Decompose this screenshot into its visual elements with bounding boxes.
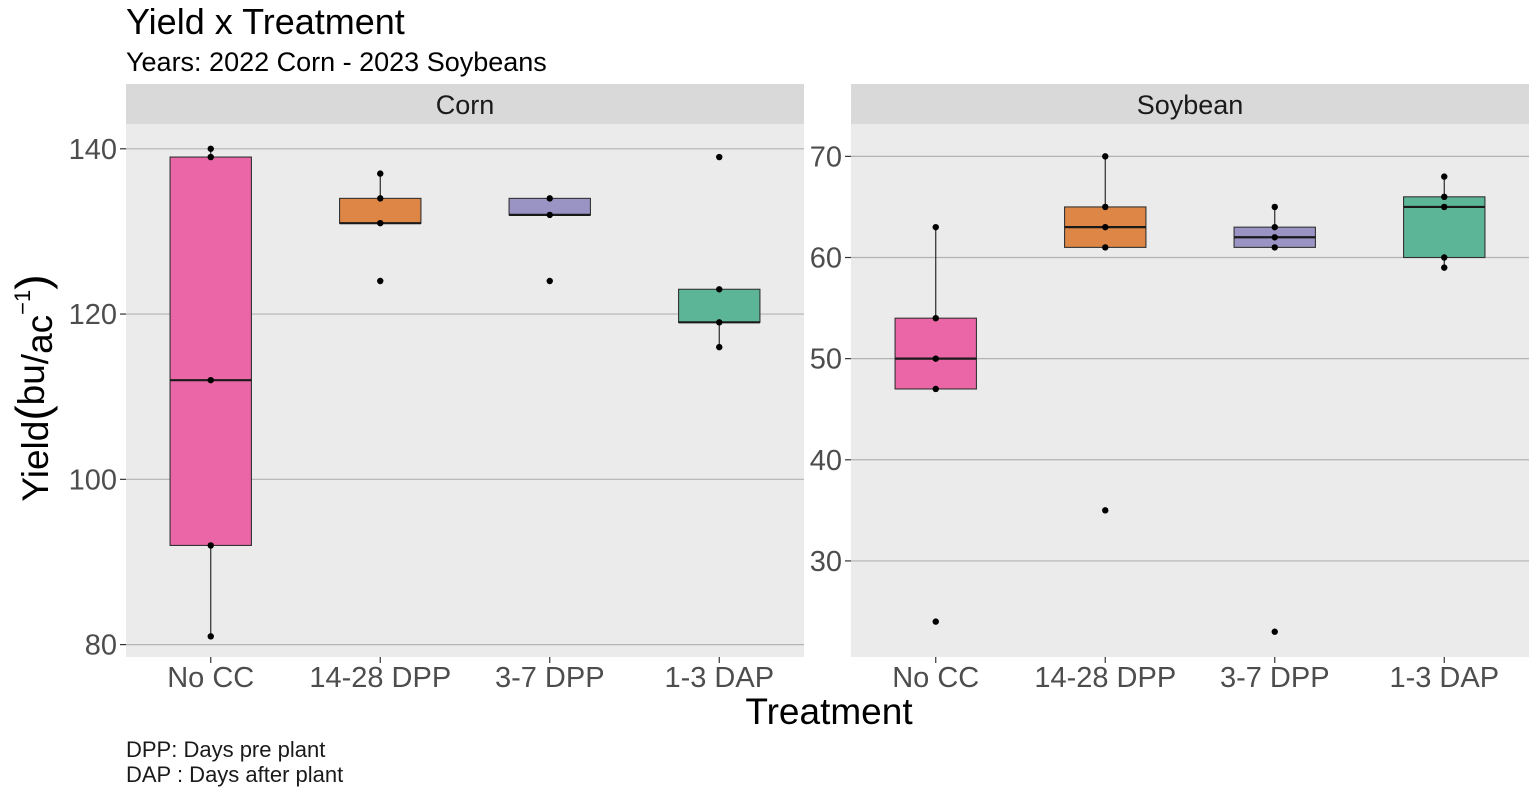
data-point-3: [377, 170, 384, 177]
strip-label-soybean: Soybean: [1137, 90, 1244, 120]
box-corn-3-7-dpp: [508, 195, 591, 285]
data-point-4: [1102, 153, 1109, 160]
data-point-2: [1102, 223, 1109, 231]
box-body: [169, 156, 252, 546]
y-tick-label-soybean-60: 60: [810, 243, 842, 275]
strip-corn: [126, 84, 804, 124]
y-tick-label-soybean-70: 70: [810, 141, 842, 173]
y-axis-title-unit-bottom: ac: [19, 315, 60, 354]
data-point-1: [546, 211, 553, 219]
caption-dap: DAP : Days after plant: [126, 762, 343, 787]
data-point-2: [1441, 203, 1448, 211]
data-point-1: [1441, 254, 1448, 261]
x-tick-label-soybean-3-7-dpp: 3-7 DPP: [1220, 662, 1330, 694]
x-tick-label-corn-3-7-dpp: 3-7 DPP: [495, 662, 605, 694]
y-axis-title-base: Yield: [15, 421, 56, 502]
facet-soybean: Soybean 30 40 50 60 70 No CC 14-28 DPP 3-7 DPP 1-…: [810, 84, 1529, 694]
data-point-1: [716, 319, 723, 326]
y-tick-label-soybean-30: 30: [810, 546, 842, 578]
x-axis-title: Treatment: [745, 691, 913, 732]
data-point-2: [546, 195, 553, 202]
y-axis-title: Yield(bu/ac−1): [6, 274, 60, 501]
x-tick-label-corn-14-28-dpp: 14-28 DPP: [309, 662, 451, 694]
data-point-3: [1102, 203, 1109, 211]
data-point-1: [207, 542, 214, 549]
box-corn-no-cc: [169, 145, 252, 640]
data-point-2: [207, 376, 214, 384]
y-axis-title-exponent: −1: [10, 290, 35, 315]
x-tick-label-soybean-1-3-dap: 1-3 DAP: [1389, 662, 1499, 694]
data-point-4: [1271, 203, 1278, 211]
box-corn-1-3-dap: [678, 153, 761, 351]
box-soybean-14-28-dpp: [1064, 153, 1147, 514]
y-axis-title-slash: /: [15, 353, 56, 364]
data-point-4: [932, 223, 939, 231]
data-point-2: [716, 286, 723, 293]
data-point-0: [546, 277, 553, 285]
data-point-2: [932, 355, 939, 362]
data-point-0: [377, 277, 384, 285]
data-point-3: [1271, 223, 1278, 231]
strip-soybean: [851, 84, 1529, 124]
box-body: [339, 197, 422, 224]
data-point-1: [932, 385, 939, 393]
data-point-2: [1271, 234, 1278, 241]
y-tick-label-soybean-50: 50: [810, 344, 842, 376]
x-tick-label-soybean-14-28-dpp: 14-28 DPP: [1034, 662, 1176, 694]
data-point-1: [1102, 244, 1109, 251]
data-point-0: [207, 633, 214, 640]
y-tick-label-soybean-40: 40: [810, 445, 842, 477]
y-tick-label-corn-100: 100: [69, 464, 117, 496]
data-point-0: [1271, 628, 1278, 635]
box-soybean-3-7-dpp: [1233, 203, 1316, 635]
data-point-0: [1102, 507, 1109, 514]
y-tick-label-corn-120: 120: [69, 299, 117, 331]
data-point-4: [207, 145, 214, 152]
caption-dpp: DPP: Days pre plant: [126, 737, 325, 762]
chart-subtitle: Years: 2022 Corn - 2023 Soybeans: [126, 47, 547, 77]
strip-label-corn: Corn: [436, 90, 495, 120]
x-tick-label-corn-no-cc: No CC: [167, 662, 254, 694]
y-tick-label-corn-80: 80: [85, 630, 117, 662]
data-point-4: [1441, 173, 1448, 180]
data-point-0: [932, 618, 939, 625]
data-point-0: [716, 343, 723, 351]
y-axis-title-unit-top: bu: [11, 364, 52, 405]
facet-panels: Corn 80 100 120 140 No CC 14-28 DPP 3-7 DPP 1-3 …: [69, 84, 1529, 694]
data-point-3: [932, 314, 939, 322]
data-point-3: [716, 153, 723, 161]
box-body: [678, 288, 761, 323]
x-tick-label-soybean-no-cc: No CC: [892, 662, 979, 694]
y-axis-title-open-paren: (: [6, 405, 58, 421]
y-axis-title-close-paren: ): [6, 274, 58, 289]
box-soybean-1-3-dap: [1403, 173, 1486, 271]
data-point-3: [207, 153, 214, 161]
data-point-2: [377, 195, 384, 202]
facet-corn: Corn 80 100 120 140 No CC 14-28 DPP 3-7 DPP 1-3 …: [69, 84, 804, 694]
x-tick-label-corn-1-3-dap: 1-3 DAP: [664, 662, 774, 694]
y-tick-label-corn-140: 140: [69, 134, 117, 166]
data-point-1: [1271, 244, 1278, 251]
svg-text:Yield(bu/ac−1): Yield(bu/ac−1): [6, 274, 60, 501]
data-point-3: [1441, 193, 1448, 201]
data-point-0: [1441, 264, 1448, 271]
box-body: [894, 317, 977, 390]
box-corn-14-28-dpp: [339, 170, 422, 285]
chart-title: Yield x Treatment: [126, 1, 405, 42]
box-soybean-no-cc: [894, 223, 977, 625]
data-point-1: [377, 219, 384, 227]
